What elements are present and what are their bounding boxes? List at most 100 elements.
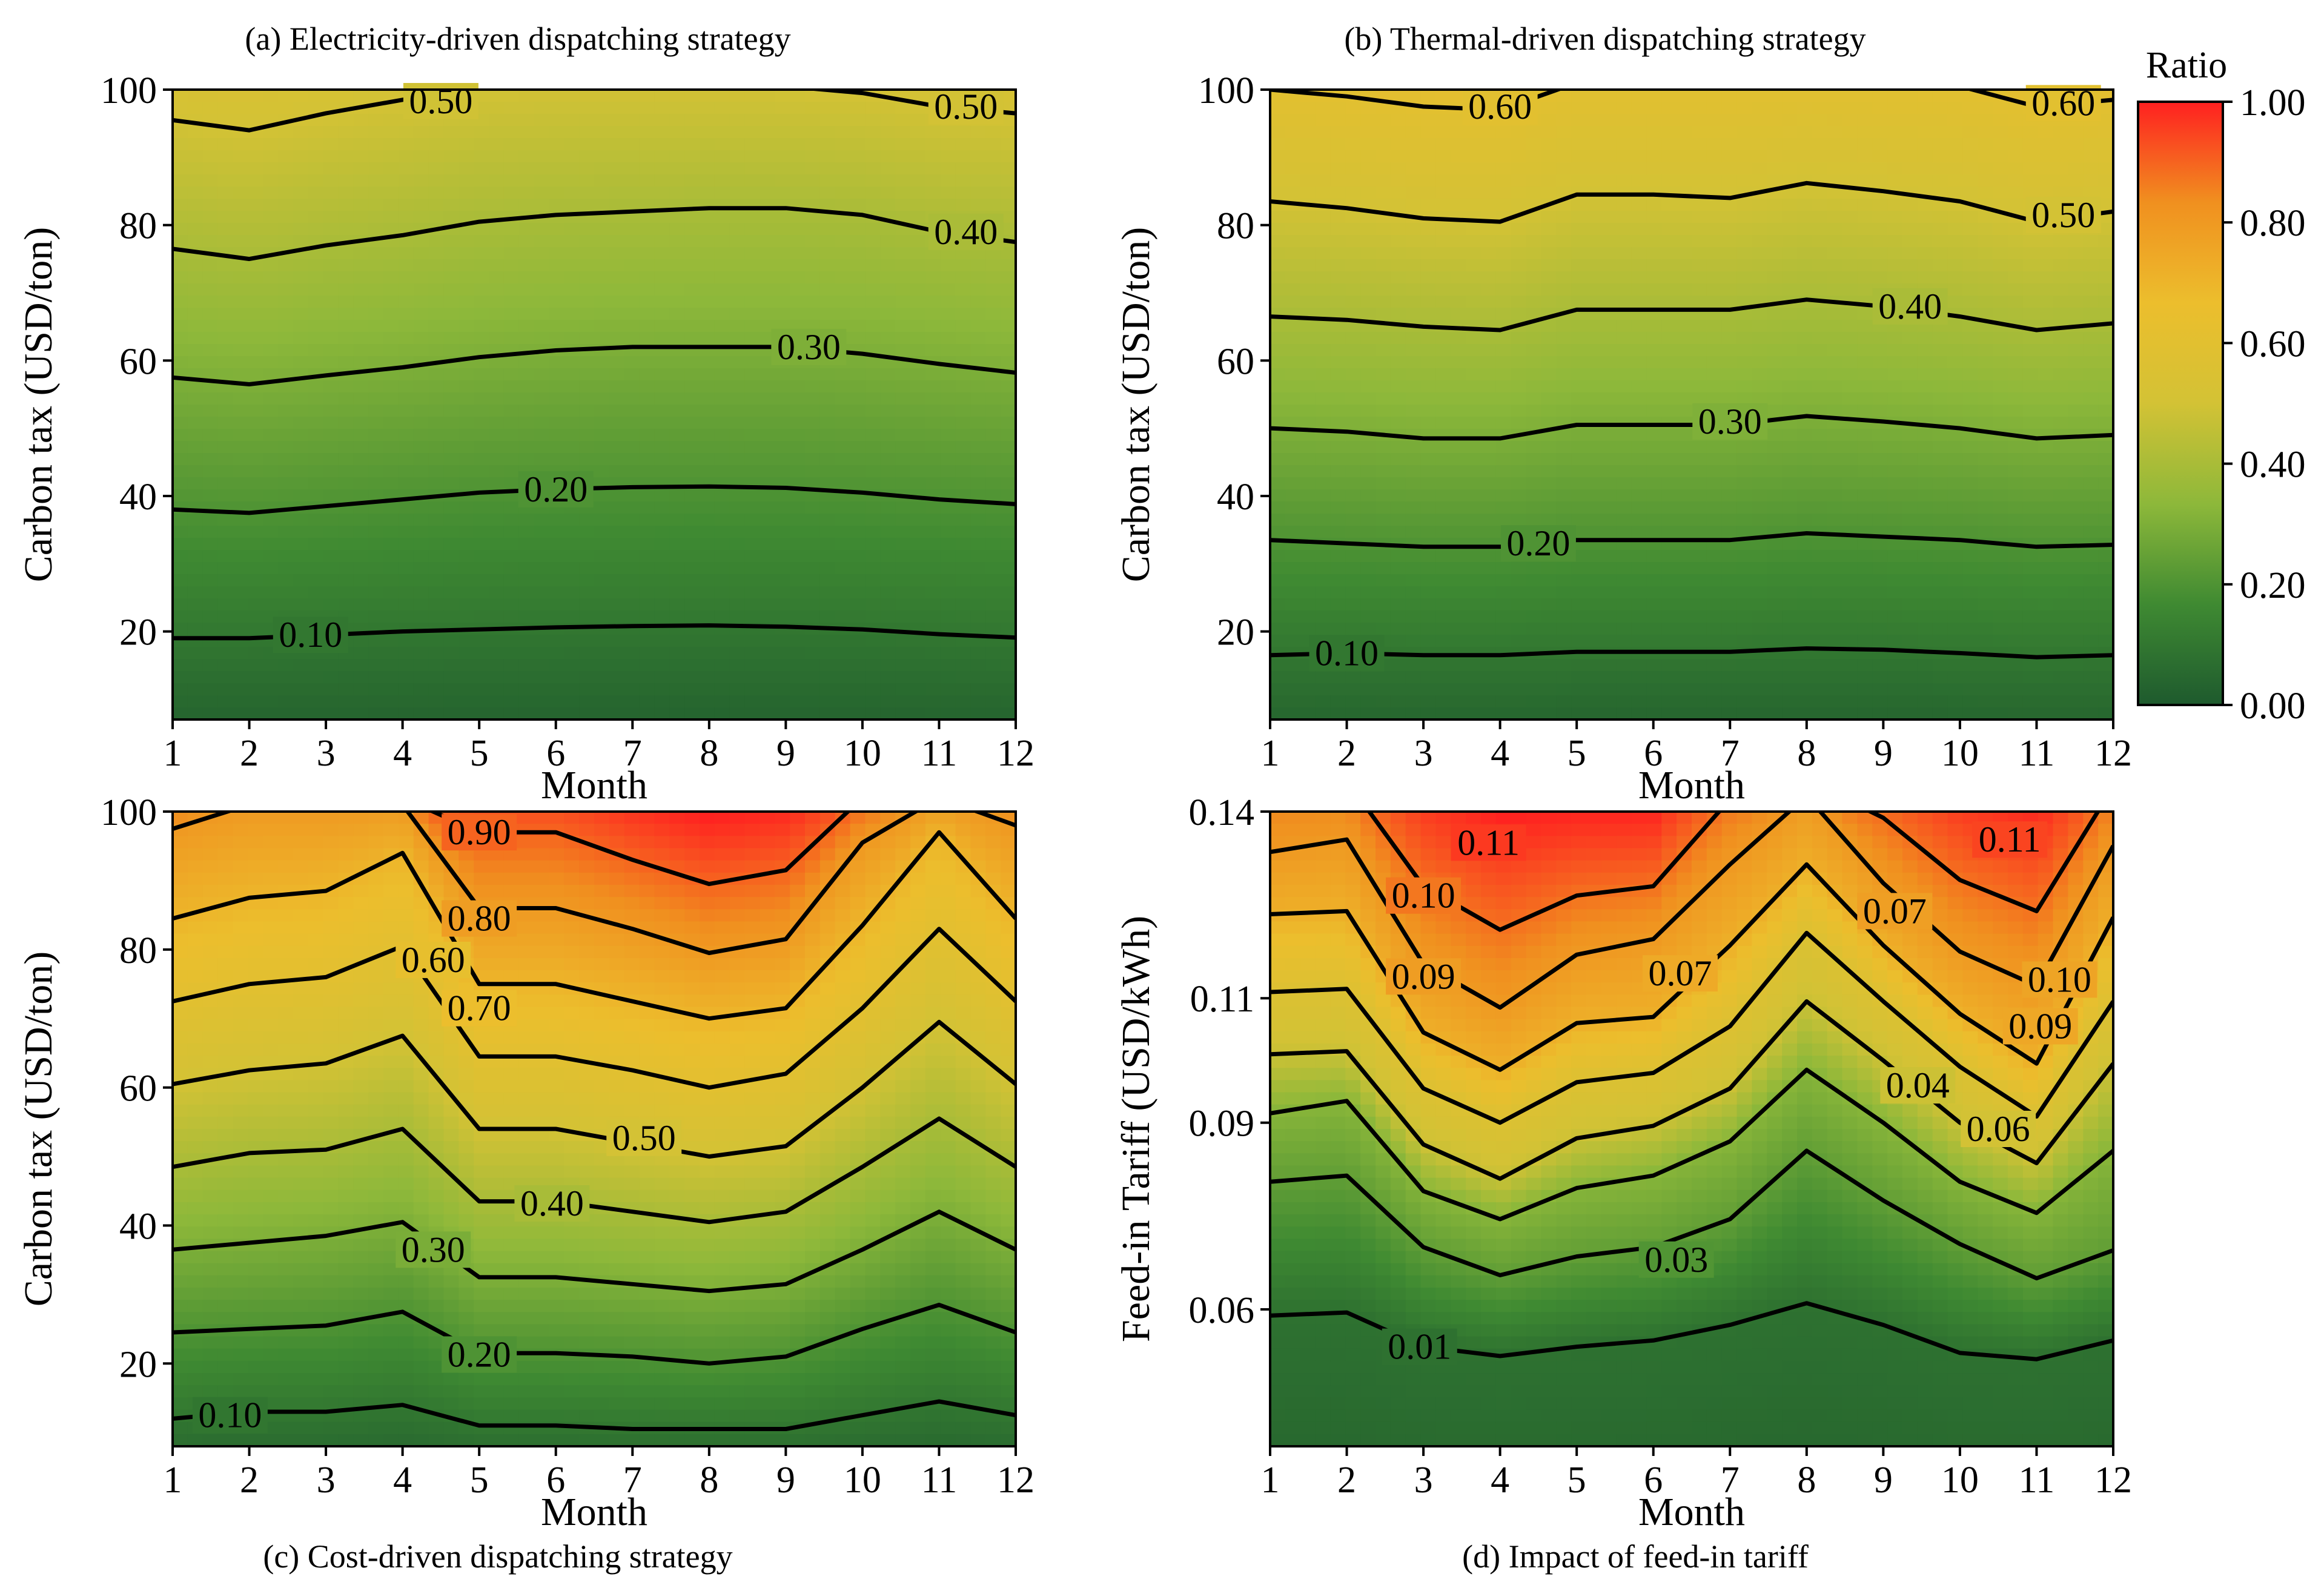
- fill-cell: [1842, 114, 1858, 127]
- fill-cell: [1797, 417, 1813, 429]
- fill-cell: [775, 247, 791, 260]
- fill-cell: [187, 223, 204, 236]
- fill-cell: [1270, 623, 1286, 635]
- fill-cell: [609, 501, 625, 514]
- fill-cell: [940, 695, 956, 708]
- fill-cell: [1752, 332, 1768, 345]
- fill-cell: [323, 138, 339, 151]
- fill-cell: [1556, 271, 1572, 284]
- fill-cell: [233, 598, 249, 611]
- fill-cell: [1661, 405, 1678, 417]
- fill-cell: [1767, 453, 1783, 466]
- fill-cell: [1435, 271, 1452, 284]
- fill-cell: [805, 296, 821, 308]
- fill-cell: [278, 102, 294, 114]
- fill-cell: [1001, 647, 1016, 660]
- fill-cell: [202, 187, 219, 199]
- fill-cell: [1797, 138, 1813, 151]
- fill-cell: [985, 174, 1002, 187]
- fill-cell: [338, 308, 354, 320]
- fill-cell: [1692, 114, 1707, 127]
- fill-cell: [1420, 344, 1437, 357]
- fill-cell: [564, 271, 580, 284]
- fill-cell: [639, 271, 655, 284]
- fill-cell: [459, 538, 475, 551]
- fill-cell: [684, 501, 700, 514]
- fill-cell: [895, 526, 911, 538]
- fill-cell: [790, 635, 806, 647]
- fill-cell: [805, 405, 821, 417]
- fill-cell: [1420, 356, 1437, 369]
- fill-cell: [955, 332, 972, 345]
- fill-cell: [654, 247, 670, 260]
- fill-cell: [714, 417, 730, 429]
- fill-cell: [353, 683, 369, 696]
- fill-cell: [1782, 114, 1798, 127]
- fill-cell: [413, 465, 429, 478]
- fill-cell: [489, 550, 505, 563]
- fill-cell: [985, 707, 1002, 720]
- fill-cell: [518, 392, 535, 405]
- fill-cell: [323, 187, 339, 199]
- fill-cell: [353, 538, 369, 551]
- fill-cell: [850, 514, 866, 526]
- fill-cell: [1752, 441, 1768, 454]
- fill-cell: [1511, 501, 1527, 514]
- fill-cell: [1616, 368, 1632, 381]
- fill-cell: [1481, 308, 1497, 320]
- fill-cell: [1466, 199, 1481, 211]
- fill-cell: [850, 538, 866, 551]
- fill-cell: [1466, 138, 1481, 151]
- fill-cell: [489, 647, 505, 660]
- fill-cell: [1721, 562, 1738, 575]
- fill-cell: [895, 162, 911, 175]
- fill-cell: [1797, 392, 1813, 405]
- fill-cell: [835, 647, 851, 660]
- fill-cell: [1631, 247, 1647, 260]
- fill-cell: [323, 405, 339, 417]
- fill-cell: [940, 538, 956, 551]
- fill-cell: [639, 707, 655, 720]
- fill-cell: [1300, 271, 1316, 284]
- fill-cell: [383, 562, 399, 575]
- fill-cell: [910, 162, 926, 175]
- fill-cell: [413, 138, 429, 151]
- fill-cell: [760, 489, 776, 502]
- fill-cell: [187, 465, 204, 478]
- fill-cell: [1601, 562, 1617, 575]
- fill-cell: [1692, 392, 1707, 405]
- fill-cell: [805, 187, 821, 199]
- fill-cell: [1376, 514, 1391, 526]
- fill-cell: [1706, 271, 1723, 284]
- fill-cell: [1285, 441, 1301, 454]
- fill-cell: [323, 683, 339, 696]
- fill-cell: [805, 441, 821, 454]
- fill-cell: [1541, 320, 1557, 332]
- fill-cell: [669, 162, 686, 175]
- fill-cell: [1706, 610, 1723, 623]
- fill-cell: [1330, 320, 1346, 332]
- fill-cell: [323, 586, 339, 599]
- fill-cell: [925, 126, 941, 139]
- fill-cell: [368, 526, 384, 538]
- fill-cell: [970, 441, 987, 454]
- fill-cell: [1001, 417, 1016, 429]
- fill-cell: [217, 235, 234, 248]
- fill-cell: [443, 707, 460, 720]
- fill-cell: [895, 501, 911, 514]
- fill-cell: [669, 683, 686, 696]
- fill-cell: [1646, 344, 1663, 357]
- fill-cell: [1767, 538, 1783, 551]
- fill-cell: [1556, 150, 1572, 163]
- fill-cell: [1736, 392, 1753, 405]
- fill-cell: [970, 138, 987, 151]
- fill-cell: [850, 465, 866, 478]
- fill-cell: [714, 235, 730, 248]
- fill-cell: [1390, 259, 1406, 272]
- fill-cell: [278, 489, 294, 502]
- fill-cell: [1812, 659, 1828, 672]
- fill-cell: [579, 114, 595, 127]
- fill-cell: [564, 514, 580, 526]
- fill-cell: [639, 429, 655, 442]
- fill-cell: [729, 320, 746, 332]
